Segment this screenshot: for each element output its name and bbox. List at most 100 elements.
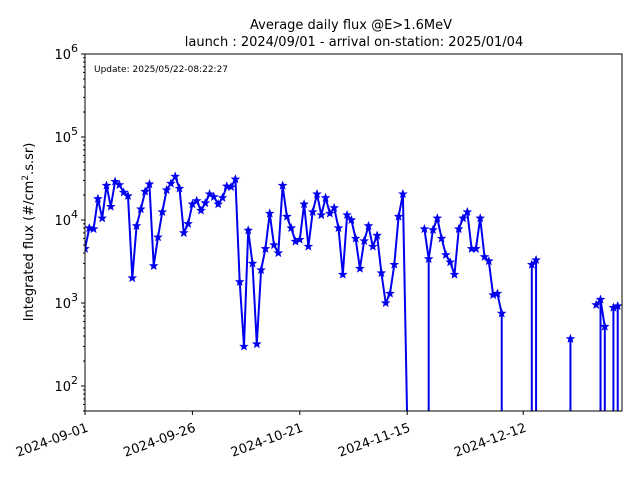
data-point (264, 208, 275, 218)
data-point (213, 199, 224, 209)
data-point (325, 208, 335, 218)
drop-line (401, 194, 409, 411)
data-point (178, 227, 189, 237)
data-point (204, 189, 215, 199)
series-line (85, 175, 404, 348)
data-point (157, 206, 168, 217)
y-tick-label: 104 (54, 208, 78, 229)
data-point (363, 220, 374, 230)
data-point (531, 254, 541, 265)
data-point (380, 297, 391, 308)
data-point (127, 272, 138, 283)
data-point (389, 259, 400, 269)
y-axis-label: Integrated flux (#/cm2.s.sr) (21, 143, 37, 322)
y-tick-label: 105 (54, 125, 78, 146)
data-point (471, 243, 481, 253)
x-tick-label: 2024-09-01 (14, 421, 90, 461)
data-point (260, 243, 271, 253)
data-point (256, 264, 266, 275)
data-point (303, 241, 314, 251)
chart-title: Average daily flux @E>1.6MeV (250, 18, 452, 33)
data-point (277, 180, 288, 190)
data-point (458, 213, 468, 223)
data-point (475, 213, 486, 223)
x-axis: 2024-09-01 2024-09-26 2024-10-21 2024-11-15… (14, 411, 529, 461)
data-point (307, 206, 318, 217)
data-point (449, 269, 460, 279)
y-axis-label-end: .s.sr) (22, 143, 37, 175)
data-point (479, 251, 490, 261)
data-point (282, 211, 292, 221)
data-point (170, 171, 181, 181)
data-point (273, 247, 284, 258)
data-point (565, 333, 576, 343)
data-point (123, 190, 133, 200)
data-point (612, 300, 622, 311)
data-point (454, 223, 464, 234)
data-point (286, 223, 297, 233)
data-point (243, 225, 253, 235)
data-point (320, 192, 331, 202)
data-point (432, 213, 443, 223)
chart-subtitle: launch : 2024/09/01 - arrival on-station… (185, 35, 523, 50)
data-point (591, 299, 602, 309)
data-point (462, 206, 473, 217)
data-point (196, 205, 206, 215)
y-axis-label-main: Integrated flux (#/cm (22, 181, 37, 322)
data-point (595, 294, 606, 304)
data-point (342, 209, 352, 220)
data-point (114, 179, 125, 189)
data-point (376, 267, 387, 278)
data-point (118, 187, 129, 197)
data-point (393, 211, 404, 221)
data-point (183, 218, 193, 228)
data-point (483, 256, 494, 266)
data-point (239, 341, 249, 351)
data-point (131, 220, 142, 230)
data-point (97, 213, 108, 223)
data-point (226, 181, 236, 192)
data-point (217, 192, 228, 202)
data-point (105, 201, 116, 211)
data-point (445, 257, 456, 267)
data-point (166, 178, 176, 188)
data-point (294, 234, 305, 244)
data-point (299, 199, 309, 209)
data-point (101, 180, 112, 190)
x-tick-label: 2024-09-26 (122, 421, 198, 461)
data-point (85, 243, 90, 253)
data-point (398, 189, 408, 199)
y-tick-label: 102 (54, 374, 78, 395)
x-tick-label: 2024-11-15 (336, 421, 412, 461)
update-annotation: Update: 2025/05/22-08:22:27 (94, 65, 228, 75)
y-tick-label: 103 (54, 291, 78, 312)
data-point (355, 263, 365, 273)
data-point (329, 202, 340, 212)
x-tick-label: 2024-10-21 (229, 421, 305, 461)
data-point (191, 195, 202, 205)
data-point (148, 260, 159, 270)
data-point (312, 189, 322, 199)
data-point (359, 235, 369, 245)
data-point (93, 193, 103, 203)
data-point (269, 239, 279, 250)
data-point (144, 179, 155, 189)
data-point (350, 233, 361, 243)
data-point (436, 233, 447, 243)
data-point (492, 288, 503, 298)
data-point (419, 223, 430, 234)
data-point (423, 253, 434, 263)
data-point (385, 288, 395, 298)
data-point (599, 321, 610, 331)
x-tick-label: 2024-12-12 (452, 421, 528, 461)
data-point (234, 276, 245, 286)
data-point (496, 308, 507, 318)
data-point (209, 191, 219, 201)
data-point (428, 224, 438, 234)
data-point (372, 230, 382, 240)
data-point (333, 223, 344, 233)
data-point (346, 214, 357, 225)
data-point (140, 186, 150, 196)
data-point (230, 174, 241, 184)
